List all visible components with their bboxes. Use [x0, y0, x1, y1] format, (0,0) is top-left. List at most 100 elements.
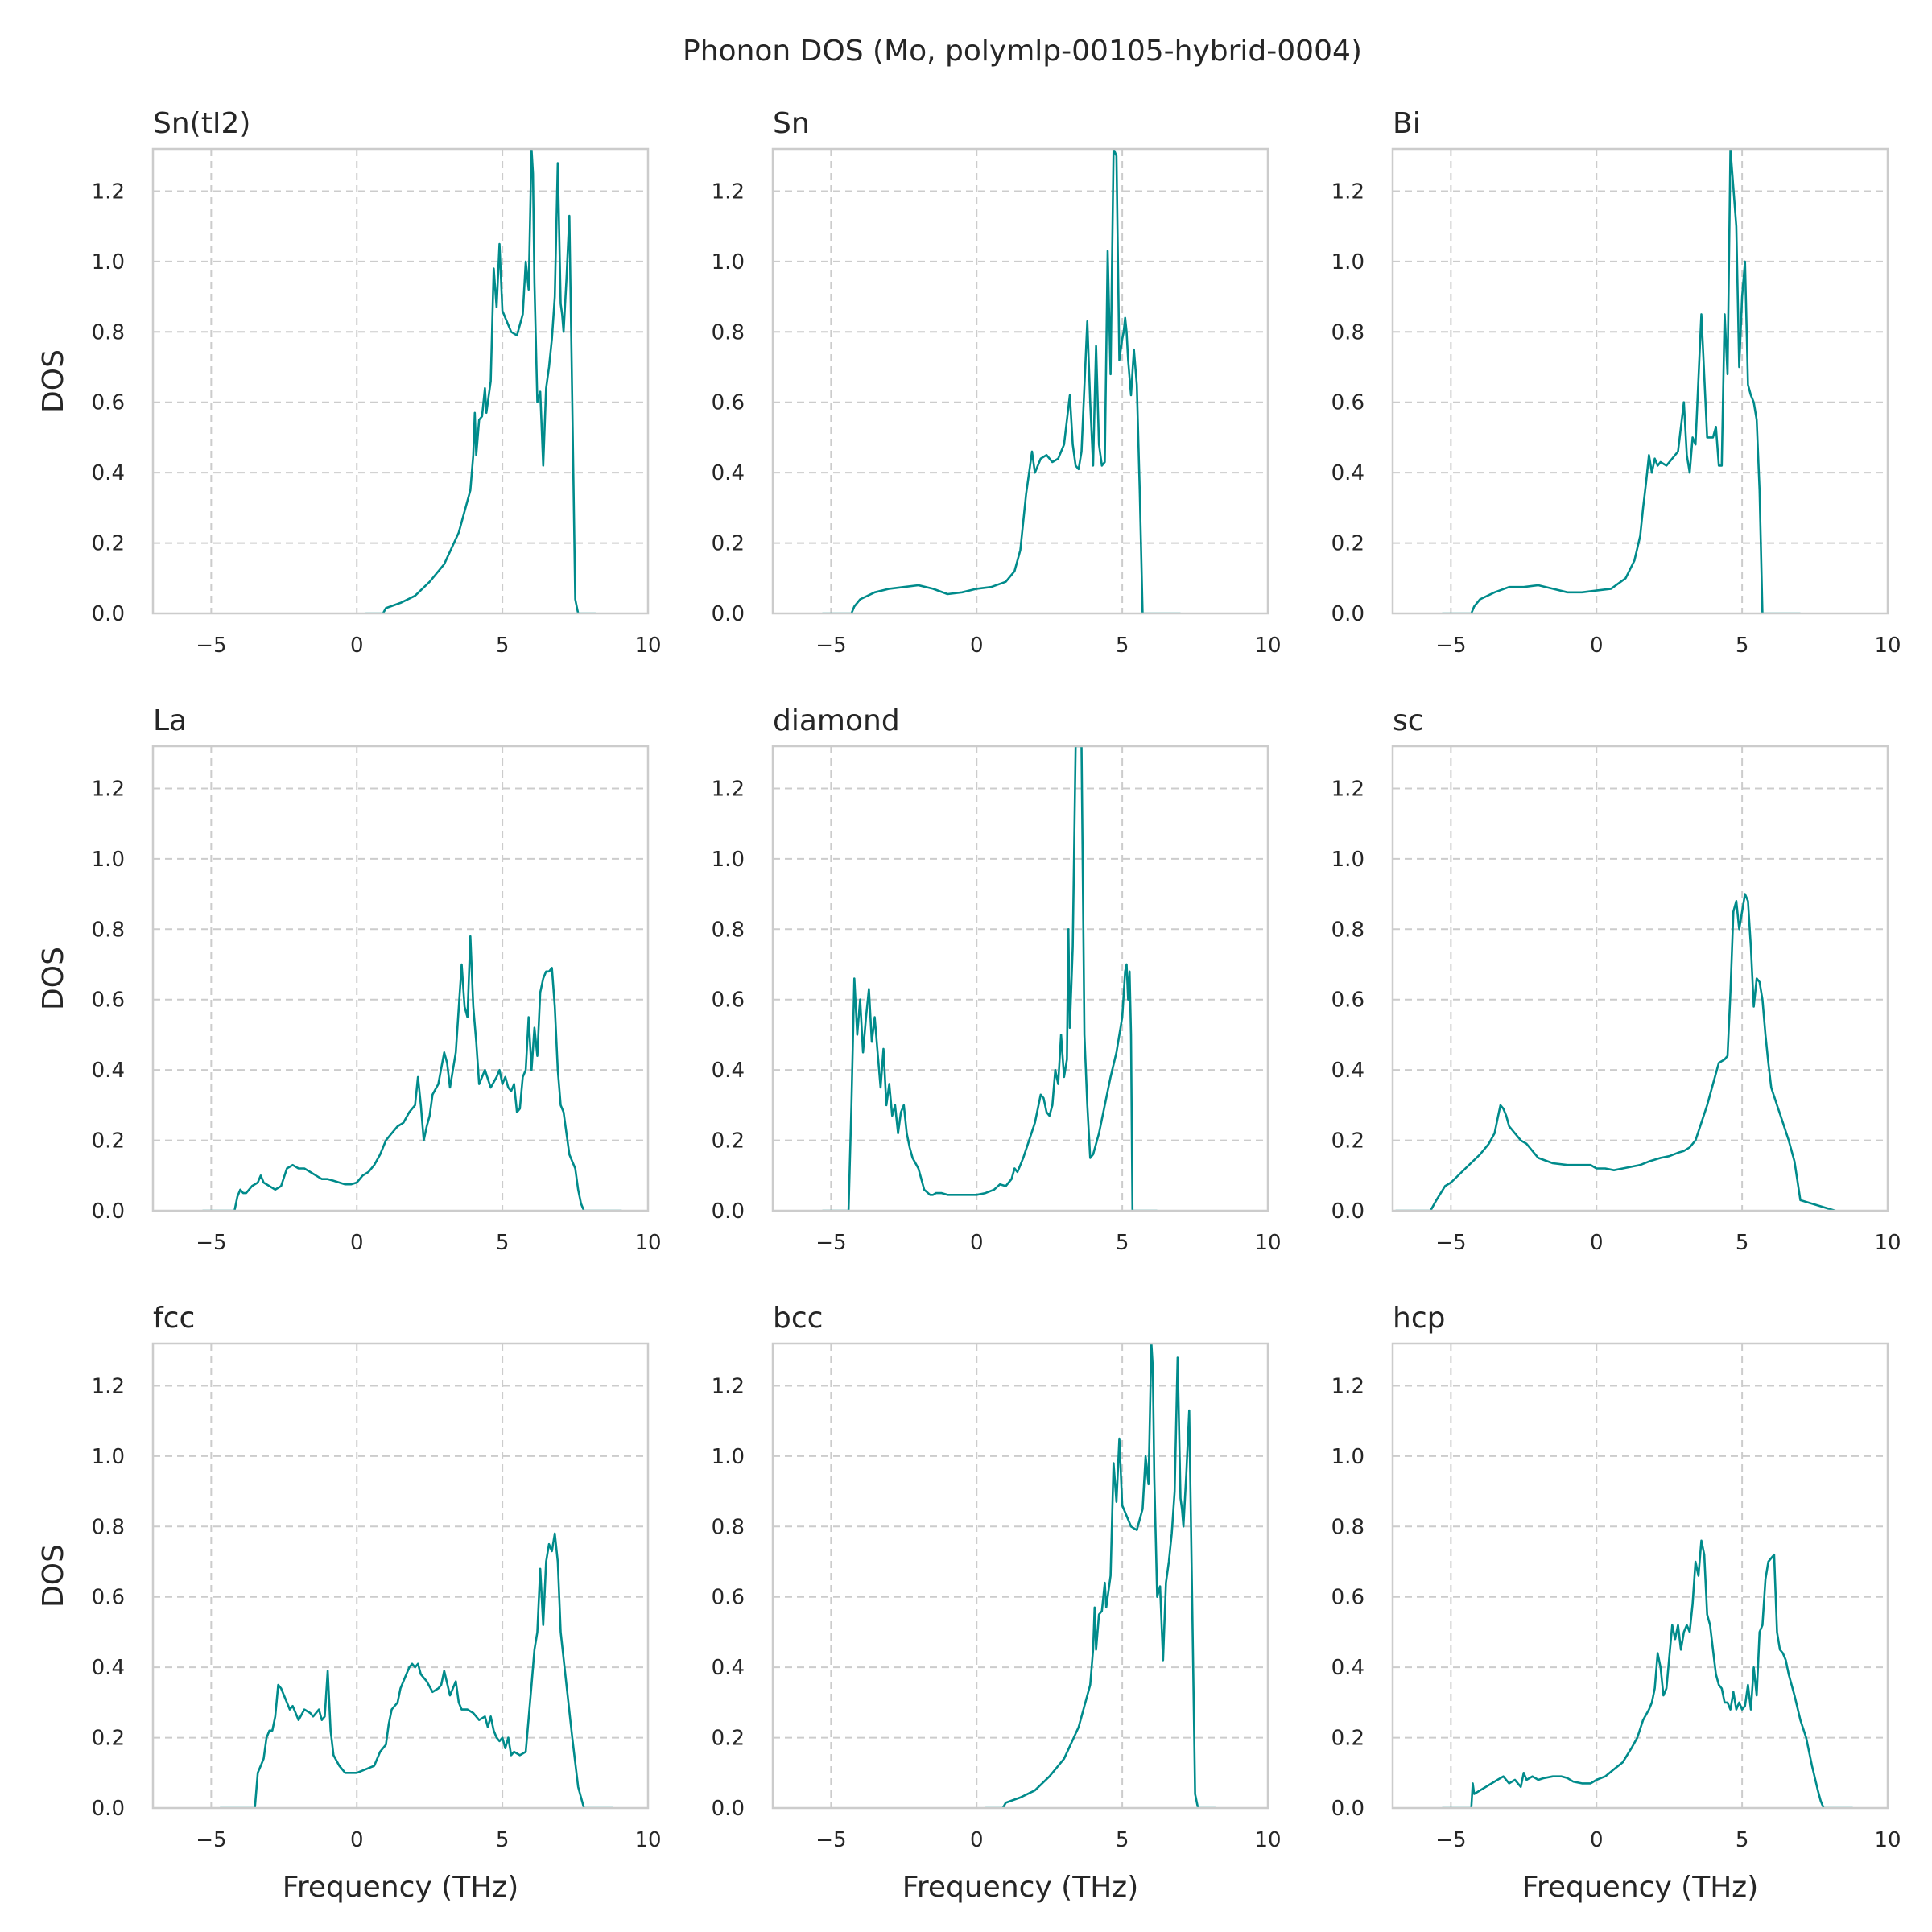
y-tick-label: 0.2 — [92, 1727, 125, 1751]
panel-title: bcc — [773, 1302, 823, 1335]
y-tick-label: 1.0 — [1331, 1445, 1364, 1469]
y-tick-label: 0.2 — [1331, 532, 1364, 556]
y-tick-label: 0.6 — [1331, 391, 1364, 415]
x-tick-label: 0 — [350, 1231, 364, 1255]
y-tick-label: 0.8 — [712, 1515, 745, 1539]
dos-series-line — [1395, 893, 1836, 1211]
panel-title: diamond — [773, 704, 900, 737]
y-tick-label: 0.8 — [1331, 918, 1364, 942]
panel-title: Sn — [773, 107, 810, 140]
x-tick-label: 0 — [970, 1231, 984, 1255]
x-tick-label: 5 — [1116, 1828, 1129, 1852]
x-tick-label: 0 — [970, 1828, 984, 1852]
panel-title: La — [153, 704, 187, 737]
y-tick-label: 0.0 — [1331, 602, 1364, 626]
y-tick-label: 0.2 — [712, 1129, 745, 1154]
x-tick-label: 0 — [970, 634, 984, 658]
y-tick-label: 1.2 — [712, 777, 745, 801]
dos-series-line — [1442, 149, 1801, 613]
y-tick-label: 0.0 — [712, 602, 745, 626]
y-tick-label: 0.4 — [712, 1656, 745, 1680]
y-axis-label: DOS — [37, 1544, 70, 1608]
x-tick-label: 0 — [350, 1828, 364, 1852]
axes-frame — [1391, 147, 1889, 615]
x-tick-label: 5 — [1736, 1231, 1749, 1255]
y-tick-label: 1.2 — [1331, 1374, 1364, 1398]
axes-frame — [151, 147, 650, 615]
panel-title: Bi — [1393, 107, 1421, 140]
panel-title: sc — [1393, 704, 1424, 737]
x-tick-label: 5 — [1116, 634, 1129, 658]
y-tick-label: 0.0 — [1331, 1797, 1364, 1821]
axes-frame — [1391, 745, 1889, 1212]
x-tick-label: 10 — [1254, 1231, 1281, 1255]
y-tick-label: 0.4 — [1331, 461, 1364, 485]
x-tick-label: 0 — [350, 634, 364, 658]
x-tick-label: 10 — [1254, 634, 1281, 658]
y-tick-label: 0.8 — [1331, 320, 1364, 345]
y-tick-label: 0.2 — [712, 532, 745, 556]
y-tick-label: 0.6 — [712, 989, 745, 1013]
y-tick-label: 1.0 — [1331, 848, 1364, 872]
dos-series-line — [822, 149, 1181, 613]
x-tick-label: 5 — [496, 634, 510, 658]
y-tick-label: 0.4 — [1331, 1059, 1364, 1083]
x-tick-label: −5 — [815, 634, 846, 658]
dos-series-line — [1442, 1539, 1853, 1808]
y-tick-label: 1.0 — [92, 1445, 125, 1469]
x-axis-label: Frequency (THz) — [283, 1871, 518, 1904]
y-tick-label: 0.8 — [712, 918, 745, 942]
y-tick-label: 0.2 — [1331, 1129, 1364, 1154]
y-tick-label: 0.8 — [92, 1515, 125, 1539]
x-tick-label: −5 — [1435, 1231, 1466, 1255]
y-tick-label: 1.2 — [712, 180, 745, 204]
panel-grid: Sn(tI2) −5 0 5 10 0.0 0.2 0.4 0.6 0.8 1.0 1.2 DOS Sn −… — [37, 107, 1901, 1904]
dos-panel: fcc −5 0 5 10 0.0 0.2 0.4 0.6 0.8 1.0 1.2 DOS Frequen… — [37, 1302, 662, 1904]
x-tick-label: 0 — [1590, 634, 1604, 658]
axes-frame — [151, 1342, 650, 1810]
y-tick-label: 1.0 — [1331, 250, 1364, 275]
y-tick-label: 0.6 — [92, 989, 125, 1013]
dos-series-line — [985, 1344, 1216, 1808]
y-tick-label: 0.8 — [712, 320, 745, 345]
x-tick-label: 5 — [1736, 1828, 1749, 1852]
x-tick-label: −5 — [815, 1828, 846, 1852]
dos-series-line — [220, 1532, 613, 1808]
y-tick-label: 1.0 — [92, 848, 125, 872]
y-tick-label: 1.2 — [1331, 777, 1364, 801]
panel-title: hcp — [1393, 1302, 1445, 1335]
x-tick-label: 0 — [1590, 1828, 1604, 1852]
y-tick-label: 0.4 — [92, 1059, 125, 1083]
y-tick-label: 0.0 — [712, 1797, 745, 1821]
axes-frame — [151, 745, 650, 1212]
axes-frame — [771, 1342, 1269, 1810]
y-tick-label: 1.0 — [92, 250, 125, 275]
dos-series-line — [202, 935, 622, 1211]
dos-panel: La −5 0 5 10 0.0 0.2 0.4 0.6 0.8 1.0 1.2 DOS — [37, 704, 662, 1255]
y-tick-label: 0.4 — [92, 1656, 125, 1680]
panel-title: fcc — [153, 1302, 195, 1335]
y-tick-label: 0.0 — [1331, 1199, 1364, 1224]
dos-panel: sc −5 0 5 10 0.0 0.2 0.4 0.6 0.8 1.0 1.2 — [1331, 704, 1901, 1255]
y-tick-label: 1.2 — [92, 1374, 125, 1398]
y-tick-label: 0.4 — [712, 1059, 745, 1083]
y-axis-label: DOS — [37, 349, 70, 413]
y-tick-label: 1.0 — [712, 1445, 745, 1469]
y-tick-label: 0.8 — [92, 320, 125, 345]
figure-title: Phonon DOS (Mo, polymlp-00105-hybrid-000… — [683, 35, 1362, 68]
x-tick-label: −5 — [196, 634, 226, 658]
y-tick-label: 1.2 — [1331, 180, 1364, 204]
axes-frame — [771, 745, 1269, 1212]
y-tick-label: 0.8 — [1331, 1515, 1364, 1539]
x-tick-label: 5 — [496, 1231, 510, 1255]
y-tick-label: 0.6 — [712, 1586, 745, 1610]
y-tick-label: 0.6 — [712, 391, 745, 415]
dos-panel: diamond −5 0 5 10 0.0 0.2 0.4 0.6 0.8 1.0 1.2 — [712, 704, 1282, 1255]
x-tick-label: 5 — [1736, 634, 1749, 658]
x-axis-label: Frequency (THz) — [1522, 1871, 1758, 1904]
x-tick-label: 5 — [1116, 1231, 1129, 1255]
y-tick-label: 0.0 — [92, 1797, 125, 1821]
y-tick-label: 0.8 — [92, 918, 125, 942]
axes-frame — [1391, 1342, 1889, 1810]
